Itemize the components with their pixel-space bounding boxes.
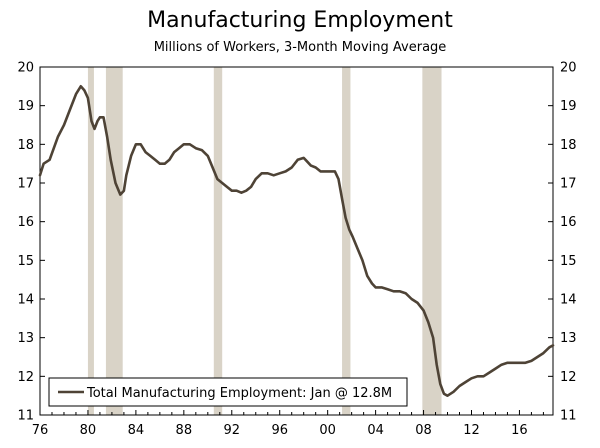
y-tick-label-left: 11: [17, 409, 34, 424]
x-tick-label: 84: [128, 423, 145, 438]
legend-box: [48, 377, 408, 407]
y-tick-label-right: 12: [560, 370, 577, 385]
recession-bar: [422, 67, 442, 415]
plot-frame: [39, 66, 554, 416]
y-tick-label-left: 18: [17, 138, 34, 153]
x-tick-label: 16: [511, 423, 528, 438]
x-tick-label: 08: [415, 423, 432, 438]
y-tick-label-right: 18: [560, 138, 577, 153]
y-tick-label-left: 19: [17, 99, 34, 114]
recession-bar: [342, 67, 351, 415]
x-tick-label: 12: [463, 423, 480, 438]
y-tick-label-left: 13: [17, 331, 34, 346]
legend: Total Manufacturing Employment: Jan @ 12…: [48, 377, 408, 407]
recession-bar: [105, 67, 123, 415]
chart-subtitle: Millions of Workers, 3-Month Moving Aver…: [153, 40, 447, 55]
x-tick-label: 04: [367, 423, 384, 438]
y-tick-label-right: 16: [560, 215, 577, 230]
y-tick-label-left: 20: [17, 61, 34, 76]
recession-bar: [87, 67, 94, 415]
y-tick-label-left: 16: [17, 215, 34, 230]
y-tick-label-right: 19: [560, 99, 577, 114]
y-tick-label-right: 14: [560, 293, 577, 308]
y-tick-label-left: 17: [17, 177, 34, 192]
x-tick-label: 76: [32, 423, 49, 438]
x-tick-label: 88: [176, 423, 193, 438]
y-tick-label-right: 15: [560, 254, 577, 269]
legend-label: Total Manufacturing Employment: Jan @ 12…: [86, 386, 392, 401]
y-tick-label-left: 12: [17, 370, 34, 385]
x-tick-label: 00: [319, 423, 336, 438]
y-tick-label-right: 20: [560, 61, 577, 76]
y-tick-label-right: 11: [560, 409, 577, 424]
y-tick-label-right: 13: [560, 331, 577, 346]
x-tick-label: 80: [80, 423, 97, 438]
chart-title: Manufacturing Employment: [147, 8, 453, 33]
y-tick-label-right: 17: [560, 177, 577, 192]
recession-bar: [213, 67, 223, 415]
series-line: [38, 85, 555, 398]
x-tick-label: 96: [271, 423, 288, 438]
y-tick-label-left: 15: [17, 254, 34, 269]
y-tick-label-left: 14: [17, 293, 34, 308]
x-tick-label: 92: [224, 423, 241, 438]
